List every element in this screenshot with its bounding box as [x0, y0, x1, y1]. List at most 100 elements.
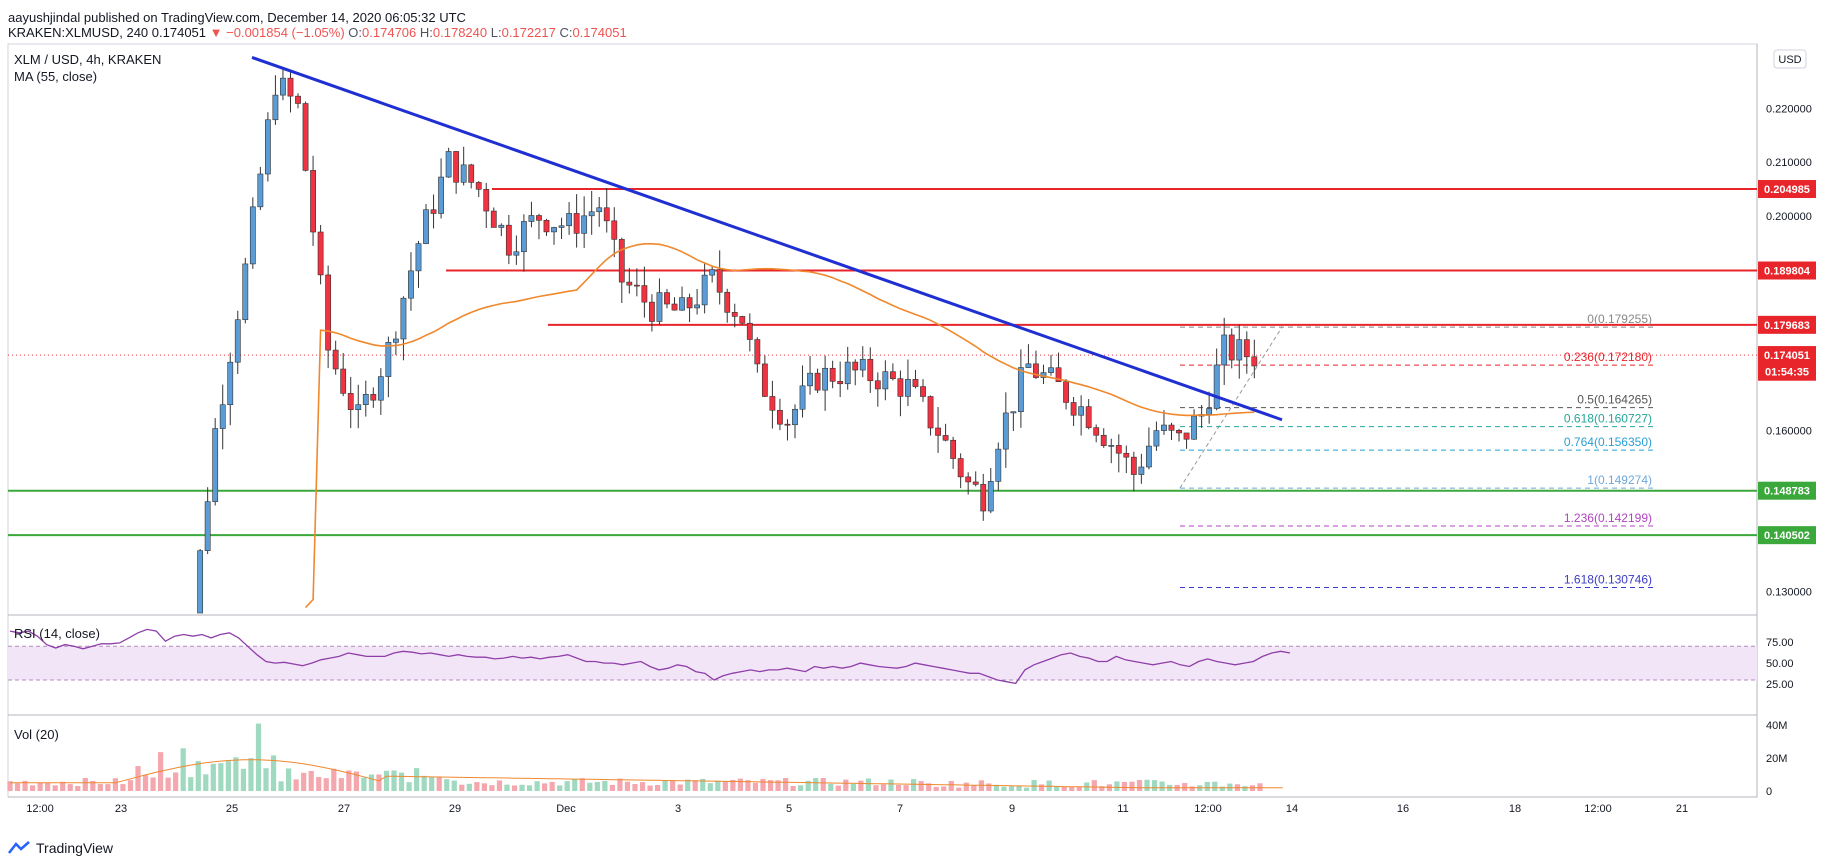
- volume-bar: [730, 779, 736, 791]
- candle-body: [280, 77, 286, 96]
- candle-body: [965, 476, 972, 483]
- volume-bar: [1189, 786, 1195, 791]
- volume-bar: [745, 780, 751, 791]
- volume-bar: [1242, 786, 1248, 791]
- candle-body: [1093, 427, 1100, 436]
- volume-bar: [255, 723, 262, 791]
- volume-bar: [421, 775, 427, 791]
- candle-body: [385, 342, 392, 377]
- volume-bar: [602, 780, 608, 791]
- volume-bar: [865, 778, 872, 791]
- candle-body: [234, 319, 241, 363]
- volume-bar: [210, 763, 216, 791]
- candle-body: [347, 393, 354, 411]
- volume-bar: [52, 785, 58, 791]
- price-label-box: [1758, 526, 1816, 545]
- volume-bar: [986, 783, 992, 791]
- fib-level-label: 1.618(0.130746): [1564, 573, 1652, 587]
- candle-body: [295, 95, 301, 104]
- volume-bar: [557, 785, 563, 791]
- price-label-box: [1758, 315, 1816, 334]
- volume-bar: [75, 786, 81, 791]
- resistance-price-label: 0.179683: [1764, 320, 1810, 332]
- candle-body: [905, 379, 911, 397]
- candle-body: [920, 386, 926, 397]
- volume-bar: [135, 766, 141, 791]
- candle-body: [882, 371, 889, 390]
- candle-body: [980, 484, 987, 512]
- volume-bar: [903, 785, 909, 791]
- candle-body: [310, 170, 316, 233]
- candle-body: [1063, 381, 1069, 403]
- volume-bar: [67, 784, 73, 791]
- volume-bar: [436, 777, 442, 791]
- volume-bar: [1001, 786, 1007, 791]
- volume-bar: [323, 778, 329, 791]
- tradingview-logo[interactable]: TradingView: [8, 840, 113, 856]
- candle-body: [377, 376, 384, 401]
- volume-bar: [180, 748, 186, 791]
- volume-bar: [1046, 780, 1052, 791]
- volume-bar: [850, 783, 856, 791]
- open-value: 0.174706: [362, 25, 417, 40]
- candle-body: [1025, 363, 1032, 368]
- volume-axis-tick: 20M: [1766, 753, 1787, 765]
- ma-legend: MA (55, close): [14, 69, 97, 84]
- candle-body: [505, 224, 512, 256]
- candle-body: [1002, 412, 1009, 450]
- candle-body: [438, 176, 444, 214]
- currency-badge[interactable]: USD: [1773, 49, 1807, 69]
- currency-badge-text: USD: [1778, 54, 1801, 66]
- support-price-label: 0.148783: [1764, 486, 1810, 498]
- candle-body: [603, 207, 610, 222]
- volume-bar: [933, 786, 939, 791]
- time-axis-tick: 29: [449, 803, 461, 815]
- volume-bar: [293, 779, 299, 791]
- volume-bar: [722, 781, 728, 791]
- candle-body: [1070, 402, 1077, 416]
- price-label-box: [1758, 180, 1816, 199]
- time-axis-tick: 14: [1286, 803, 1298, 815]
- candle-body: [392, 338, 399, 343]
- candle-body: [468, 164, 475, 183]
- volume-bar: [542, 783, 548, 791]
- volume-bar: [926, 783, 932, 791]
- candle-body: [400, 297, 407, 340]
- volume-bar: [895, 784, 902, 791]
- candle-body: [581, 215, 588, 234]
- candle-body: [867, 358, 874, 382]
- candle-body: [852, 361, 859, 371]
- candle-body: [528, 215, 535, 222]
- candle-body: [325, 274, 332, 351]
- candle-body: [1048, 367, 1054, 373]
- volume-bar: [594, 781, 600, 791]
- last-price: 0.174051: [151, 25, 207, 40]
- price-label-box: [1758, 481, 1816, 500]
- fib-level-label: 0.5(0.164265): [1577, 393, 1652, 407]
- volume-bar: [813, 778, 819, 791]
- volume-bar: [918, 781, 924, 791]
- candle-body: [1213, 364, 1220, 409]
- candle-body: [1191, 415, 1197, 440]
- volume-bar: [609, 784, 615, 791]
- candle-body: [731, 312, 738, 317]
- candle-body: [219, 404, 226, 429]
- volume-bar: [752, 782, 759, 791]
- candle-body: [1221, 334, 1228, 366]
- volume-bar: [7, 781, 13, 791]
- volume-bar: [835, 785, 841, 791]
- volume-bar: [142, 775, 149, 791]
- volume-ma-line: [10, 759, 1283, 789]
- volume-bar: [1061, 787, 1067, 791]
- vol-pane-title: Vol (20): [14, 727, 59, 742]
- volume-bar: [165, 777, 171, 791]
- candle-body: [739, 316, 746, 324]
- volume-bar: [173, 772, 179, 791]
- candle-body: [649, 301, 655, 322]
- volume-bar: [1008, 786, 1015, 791]
- volume-bar: [90, 780, 96, 791]
- volume-bar: [1136, 780, 1143, 791]
- candle-body: [340, 368, 347, 394]
- candle-body: [784, 423, 791, 426]
